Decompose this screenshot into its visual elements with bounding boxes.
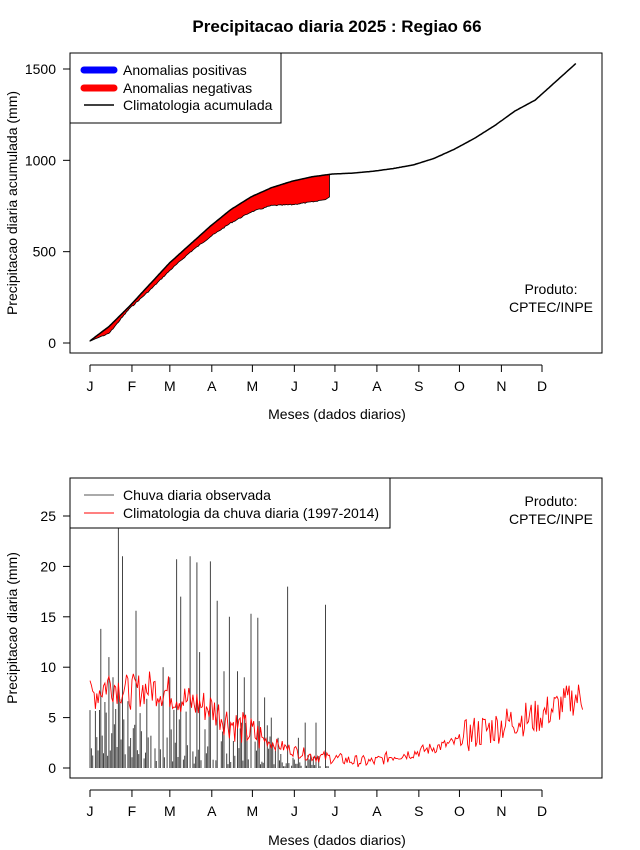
- legend-label-daily-climatology: Climatologia da chuva diaria (1997-2014): [123, 505, 379, 521]
- x-axis-top-tick-label: J: [87, 378, 94, 394]
- x-axis-bottom-tick-label: J: [331, 803, 338, 819]
- cumulative-panel: 0 500 1000 1500 J F M A M J J A S O N D Meses (dados d…: [4, 52, 603, 422]
- y-axis-bottom-tick-label: 25: [40, 508, 56, 524]
- y-axis-bottom: 0 5 10 15 20 25: [40, 508, 71, 776]
- x-axis-bottom-tick-label: A: [372, 803, 382, 819]
- x-axis-top-tick-label: M: [247, 378, 259, 394]
- x-axis-bottom-tick-label: M: [164, 803, 176, 819]
- annotation-product-top: Produto:: [525, 281, 578, 297]
- y-axis-bottom-tick-label: 0: [48, 760, 56, 776]
- x-axis-top-tick-label: F: [128, 378, 137, 394]
- x-axis-top-tick-label: J: [291, 378, 298, 394]
- x-axis-bottom-tick-label: F: [128, 803, 137, 819]
- x-axis-bottom-tick-label: A: [207, 803, 217, 819]
- y-axis-top-tick-label: 0: [48, 335, 56, 351]
- x-axis-label-bottom: Meses (dados diarios): [268, 832, 406, 848]
- y-axis-top: 0 500 1000 1500: [25, 61, 71, 351]
- x-axis-top-tick-label: D: [537, 378, 547, 394]
- x-axis-top-tick-label: J: [331, 378, 338, 394]
- x-axis-bottom-tick-label: J: [87, 803, 94, 819]
- y-axis-bottom-tick-label: 15: [40, 609, 56, 625]
- legend-top: Anomalias positivas Anomalias negativas …: [69, 52, 282, 124]
- y-axis-label-bottom: Precipitacao diaria (mm): [4, 552, 20, 704]
- x-axis-top-tick-label: O: [454, 378, 465, 394]
- x-axis-top-tick-label: N: [496, 378, 506, 394]
- x-axis-top-tick-label: A: [372, 378, 382, 394]
- negative-anomaly-polygon: [89, 173, 330, 342]
- annotation-source-top: CPTEC/INPE: [509, 299, 593, 315]
- x-axis-bottom-tick-label: M: [247, 803, 259, 819]
- x-axis-bottom-tick-label: D: [537, 803, 547, 819]
- y-axis-top-tick-label: 1500: [25, 61, 56, 77]
- x-axis-top-tick-label: A: [207, 378, 217, 394]
- legend-box-bottom: [69, 477, 391, 529]
- cumulative-lines: [89, 62, 577, 342]
- daily-climatology-line: [89, 671, 584, 768]
- y-axis-label-top: Precipitacao diaria acumulada (mm): [4, 91, 20, 315]
- x-axis-label-top: Meses (dados diarios): [268, 406, 406, 422]
- legend-label-climatology: Climatologia acumulada: [123, 97, 273, 113]
- y-axis-top-tick-label: 1000: [25, 152, 56, 168]
- negative-anomaly-area: [89, 173, 330, 342]
- cumulative-climatology-line: [89, 62, 577, 342]
- observed-daily-bars: [89, 526, 329, 768]
- x-axis-bottom-tick-label: S: [414, 803, 423, 819]
- legend-label-positive: Anomalias positivas: [123, 62, 247, 78]
- legend-bottom: Chuva diaria observada Climatologia da c…: [69, 477, 391, 529]
- y-axis-top-tick-label: 500: [33, 244, 57, 260]
- annotation-source-bottom: CPTEC/INPE: [509, 511, 593, 527]
- x-axis-bottom-tick-label: O: [454, 803, 465, 819]
- legend-label-negative: Anomalias negativas: [123, 80, 252, 96]
- daily-panel: 0 5 10 15 20 25 J F M A M J J A S O N D Meses (dados dia…: [4, 477, 603, 848]
- x-axis-top-tick-label: S: [414, 378, 423, 394]
- y-axis-bottom-tick-label: 5: [48, 710, 56, 726]
- x-axis-top-tick-label: M: [164, 378, 176, 394]
- x-axis-bottom-tick-label: N: [496, 803, 506, 819]
- climatology-daily-line: [89, 671, 584, 768]
- chart-title: Precipitacao diaria 2025 : Regiao 66: [192, 17, 481, 36]
- x-axis-bottom-tick-label: J: [291, 803, 298, 819]
- annotation-product-bottom: Produto:: [525, 493, 578, 509]
- y-axis-bottom-tick-label: 20: [40, 558, 56, 574]
- legend-label-observed: Chuva diaria observada: [123, 487, 271, 503]
- y-axis-bottom-tick-label: 10: [40, 659, 56, 675]
